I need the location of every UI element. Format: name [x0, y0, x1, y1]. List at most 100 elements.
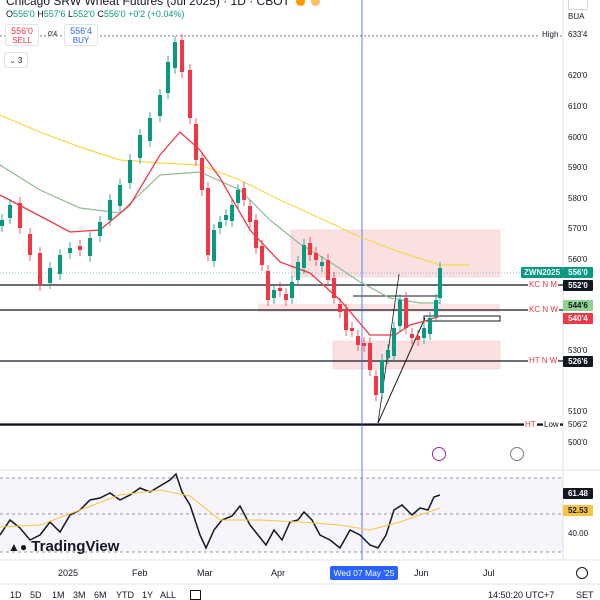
rsi-line — [0, 472, 441, 550]
ma-yellow-line — [0, 114, 470, 266]
candle-body — [422, 328, 426, 338]
low-marker-value: 506'2 — [568, 420, 588, 429]
flash-icon[interactable] — [296, 0, 305, 7]
symbol-title-text[interactable]: Chicago SRW Wheat Futures (Jul 2025) · 1… — [6, 0, 290, 8]
ma-red-line — [0, 131, 441, 336]
clock: 14:50:20 UTC+7 — [488, 590, 555, 600]
level-ht-low-label[interactable]: HT — [524, 420, 537, 429]
candle-body — [392, 328, 396, 356]
xaxis-label-feb: Feb — [132, 568, 148, 578]
candle-body — [260, 246, 264, 265]
ohlc-row: O556'0 H557'6 L552'0 C556'0 +0'2 (+0.04%… — [6, 9, 184, 19]
tf-1d[interactable]: 1D — [10, 590, 22, 600]
candle-body — [18, 203, 22, 228]
candle-body — [68, 248, 72, 253]
trendline-up — [377, 317, 426, 424]
candle-body — [296, 262, 300, 280]
sell-button[interactable]: 556'0 SELL — [5, 24, 39, 46]
candle-body — [344, 310, 348, 330]
dividend-icon[interactable] — [311, 0, 321, 7]
dividend-event-icon[interactable] — [510, 447, 524, 461]
tf-3m[interactable]: 3M — [73, 590, 86, 600]
candle-body — [108, 200, 112, 220]
candle-body — [28, 234, 32, 255]
level-kc-nm-label[interactable]: KC N M — [528, 280, 558, 289]
range-box — [423, 315, 501, 322]
chevron-down-icon: ⌄ — [9, 58, 16, 65]
candle-body — [88, 238, 92, 256]
tf-5d[interactable]: 5D — [30, 590, 42, 600]
candle-body — [98, 222, 102, 236]
low-value: 552'0 — [73, 9, 95, 19]
settings-icon[interactable] — [576, 567, 588, 579]
price-axis-tick: 570'0 — [568, 224, 588, 233]
candle-body — [374, 376, 378, 395]
ma-green-price-label: 544'6 — [563, 300, 593, 311]
xaxis-label-jul: Jul — [483, 568, 495, 578]
candle-body — [326, 260, 330, 280]
tradingview-logo[interactable]: ▲● TradingView — [8, 538, 119, 555]
tf-6m[interactable]: 6M — [94, 590, 107, 600]
tf-ytd[interactable]: YTD — [116, 590, 134, 600]
price-axis-tick: 500'0 — [568, 438, 588, 447]
low-label: L — [68, 9, 74, 19]
candle-body — [266, 271, 270, 300]
sell-price: 556'0 — [11, 26, 33, 36]
candle-body — [350, 328, 354, 331]
candle-body — [194, 124, 198, 160]
candle-body — [416, 336, 420, 340]
buy-button[interactable]: 556'4 BUY — [64, 24, 98, 46]
candle-body — [166, 62, 170, 93]
goto-date-icon[interactable] — [190, 590, 201, 600]
candle-body — [308, 243, 312, 255]
candle-body — [332, 278, 336, 298]
candle-body — [356, 336, 360, 345]
ht-nw-price-label: 526'6 — [563, 356, 593, 367]
tf-1m[interactable]: 1M — [52, 590, 65, 600]
level-kc-nw-label[interactable]: KC N W — [528, 305, 559, 314]
event-icon[interactable] — [432, 447, 446, 461]
session-label[interactable]: SET — [576, 590, 594, 600]
tf-all[interactable]: ALL — [160, 590, 177, 600]
candle-body — [428, 318, 432, 334]
level-ht-nw-label[interactable]: HT N W — [528, 356, 559, 365]
kc-nm-price-label: 552'0 — [563, 280, 593, 291]
candle-body — [248, 206, 252, 222]
currency-label[interactable]: BUA — [568, 12, 585, 21]
candle-body — [158, 95, 162, 116]
high-marker-label: High — [540, 30, 561, 39]
price-axis-tick: 620'0 — [568, 71, 588, 80]
candle-body — [218, 222, 222, 228]
candle-body — [284, 294, 288, 300]
xaxis-label-2025: 2025 — [58, 568, 79, 578]
xaxis-label-jun: Jun — [414, 568, 429, 578]
candle-body — [386, 350, 390, 358]
candle-body — [200, 158, 204, 190]
price-axis-tick: 600'0 — [568, 133, 588, 142]
low-marker-label: Low — [543, 420, 560, 429]
usd-selector-icon[interactable] — [568, 0, 588, 10]
candle-body — [438, 268, 442, 298]
price-axis-tick: 530'0 — [568, 346, 588, 355]
rsi-ma-line — [0, 489, 441, 531]
tradingview-mark-icon: ▲● — [8, 540, 28, 554]
high-marker-value: 633'4 — [568, 30, 588, 39]
candle-body — [48, 268, 52, 283]
candle-body — [224, 215, 228, 220]
tf-1y[interactable]: 1Y — [142, 590, 154, 600]
crosshair-date-label: Wed 07 May '25 — [330, 566, 398, 580]
change-value: +0'2 (+0.04%) — [128, 9, 185, 19]
symbol-title[interactable]: Chicago SRW Wheat Futures (Jul 2025) · 1… — [6, 0, 321, 8]
buy-price: 556'4 — [70, 26, 92, 36]
candle-body — [173, 42, 177, 68]
candle-body — [410, 334, 414, 338]
price-axis-tick: 560'0 — [568, 255, 588, 264]
symbol-price-tag: ZWN2025 — [521, 267, 564, 278]
candle-body — [118, 185, 122, 206]
xaxis-label-apr: Apr — [271, 568, 286, 578]
support-zone — [332, 340, 501, 370]
candle-body — [58, 255, 62, 274]
rsi-tick-40: 40.00 — [568, 529, 589, 538]
indicators-collapse-button[interactable]: ⌄ 3 — [4, 52, 28, 68]
